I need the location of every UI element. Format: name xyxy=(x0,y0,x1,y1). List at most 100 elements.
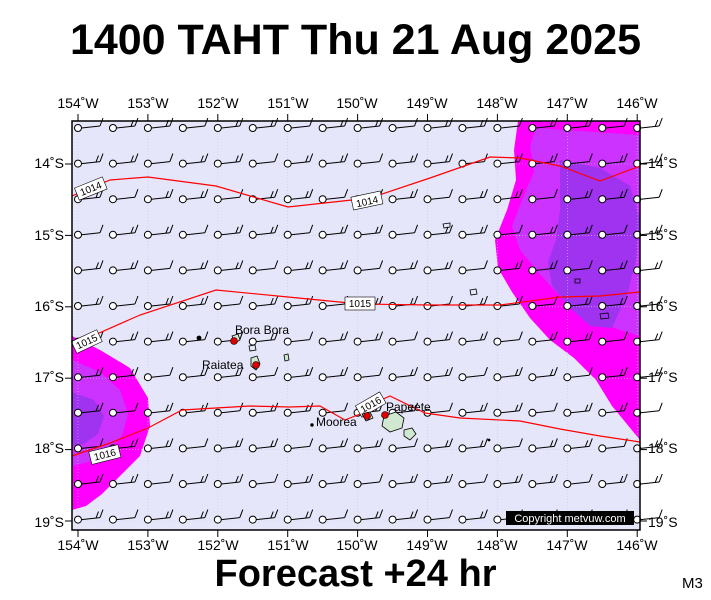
wind-barb xyxy=(74,438,104,453)
lon-label-bottom-148w: 148˚W xyxy=(476,537,518,553)
place-label-papeete: Papeete xyxy=(386,400,431,414)
islet-east xyxy=(487,438,491,442)
wind-barb xyxy=(423,260,453,275)
lat-label-right-19s: 19˚S xyxy=(648,514,678,530)
lat-label-left-18s: 18˚S xyxy=(34,440,64,456)
lat-label-right-15s: 15˚S xyxy=(648,227,678,243)
wind-barb xyxy=(143,189,174,204)
atoll-tuamotu-1 xyxy=(442,222,451,229)
lat-label-right-17s: 17˚S xyxy=(648,369,678,385)
wind-barb xyxy=(598,295,628,310)
wind-barb xyxy=(283,509,314,524)
wind-barb xyxy=(143,153,174,168)
wind-barb xyxy=(563,473,593,488)
ticks xyxy=(65,114,647,537)
wind-barb xyxy=(178,367,209,382)
atoll-tuamotu-2 xyxy=(599,312,610,320)
wind-barb xyxy=(143,402,174,417)
wind-barb xyxy=(248,402,279,417)
svg-text:1015: 1015 xyxy=(349,299,372,310)
wind-barb xyxy=(108,224,139,239)
wind-barb xyxy=(493,331,523,346)
wind-barb xyxy=(458,224,488,239)
lat-label-left-19s: 19˚S xyxy=(34,514,64,530)
wind-barb xyxy=(563,189,593,204)
wind-barb xyxy=(213,402,244,417)
lat-label-right-14s: 14˚S xyxy=(648,155,678,171)
graticule xyxy=(72,121,640,530)
wind-barb xyxy=(178,438,209,453)
lat-label-right-16s: 16˚S xyxy=(648,298,678,314)
wind-barb xyxy=(213,153,244,168)
wind-barb xyxy=(248,153,279,168)
lon-label-bottom-149w: 149˚W xyxy=(406,537,448,553)
wind-barb xyxy=(74,367,104,382)
lat-label-right-18s: 18˚S xyxy=(648,440,678,456)
wind-barb xyxy=(213,260,244,275)
wind-barb xyxy=(283,367,314,382)
wind-barb xyxy=(248,367,279,382)
atoll-tuamotu-3 xyxy=(574,278,581,284)
wind-barb xyxy=(108,367,139,382)
wind-barb xyxy=(353,473,384,488)
wind-barb xyxy=(178,331,209,346)
wind-barb xyxy=(528,438,558,453)
wind-barb xyxy=(388,224,419,239)
wind-barb xyxy=(318,509,349,524)
wind-barb xyxy=(283,295,314,310)
wind-barb xyxy=(178,260,209,275)
wind-barb xyxy=(143,260,174,275)
wind-barb xyxy=(598,189,628,204)
wind-barb xyxy=(213,367,244,382)
wind-barb xyxy=(318,331,349,346)
lon-label-bottom-153w: 153˚W xyxy=(127,537,169,553)
lon-label-bottom-152w: 152˚W xyxy=(197,537,239,553)
lon-label-top-149w: 149˚W xyxy=(406,95,448,111)
wind-barb xyxy=(388,153,419,168)
wind-barb xyxy=(458,402,488,417)
wind-barb xyxy=(178,473,209,488)
wind-barb xyxy=(143,331,174,346)
wind-barb xyxy=(318,438,349,453)
chart-title: 1400 TAHT Thu 21 Aug 2025 xyxy=(69,16,642,64)
wind-barb xyxy=(423,224,453,239)
wind-barb xyxy=(318,402,349,417)
place-label-raiatea: Raiatea xyxy=(202,358,244,372)
wind-barb xyxy=(563,153,593,168)
lat-label-left-15s: 15˚S xyxy=(34,227,64,243)
wind-barb xyxy=(423,438,453,453)
wind-barb xyxy=(143,224,174,239)
wind-barb xyxy=(178,224,209,239)
lat-label-left-14s: 14˚S xyxy=(34,155,64,171)
wind-barb xyxy=(493,260,523,275)
lon-label-bottom-150w: 150˚W xyxy=(336,537,378,553)
islet-maupiti xyxy=(196,335,202,341)
lon-label-top-152w: 152˚W xyxy=(197,95,239,111)
isobar-label-1014-east: 1014 xyxy=(350,190,384,211)
wind-barb xyxy=(108,189,139,204)
wind-barb xyxy=(528,117,558,132)
wind-barb xyxy=(283,224,314,239)
wind-barb xyxy=(528,224,558,239)
svg-text:1016: 1016 xyxy=(93,447,118,463)
wind-barb xyxy=(633,438,663,453)
wind-barb xyxy=(318,367,349,382)
wind-barb xyxy=(598,153,628,168)
wind-barb xyxy=(74,295,104,310)
wind-barb xyxy=(248,295,279,310)
lon-label-top-146w: 146˚W xyxy=(616,95,658,111)
wind-barb xyxy=(283,117,314,132)
wind-barb xyxy=(213,509,244,524)
wind-barb xyxy=(143,367,174,382)
wind-barb xyxy=(143,438,174,453)
wind-barb xyxy=(388,260,419,275)
wind-barb xyxy=(493,224,523,239)
wind-barb xyxy=(74,117,104,132)
wind-barb xyxy=(633,117,663,132)
wind-barb xyxy=(458,509,488,524)
map-frame xyxy=(71,120,641,531)
wind-barb xyxy=(178,509,209,524)
wind-barb xyxy=(528,331,558,346)
wind-barb xyxy=(283,402,314,417)
wind-barb xyxy=(283,331,314,346)
